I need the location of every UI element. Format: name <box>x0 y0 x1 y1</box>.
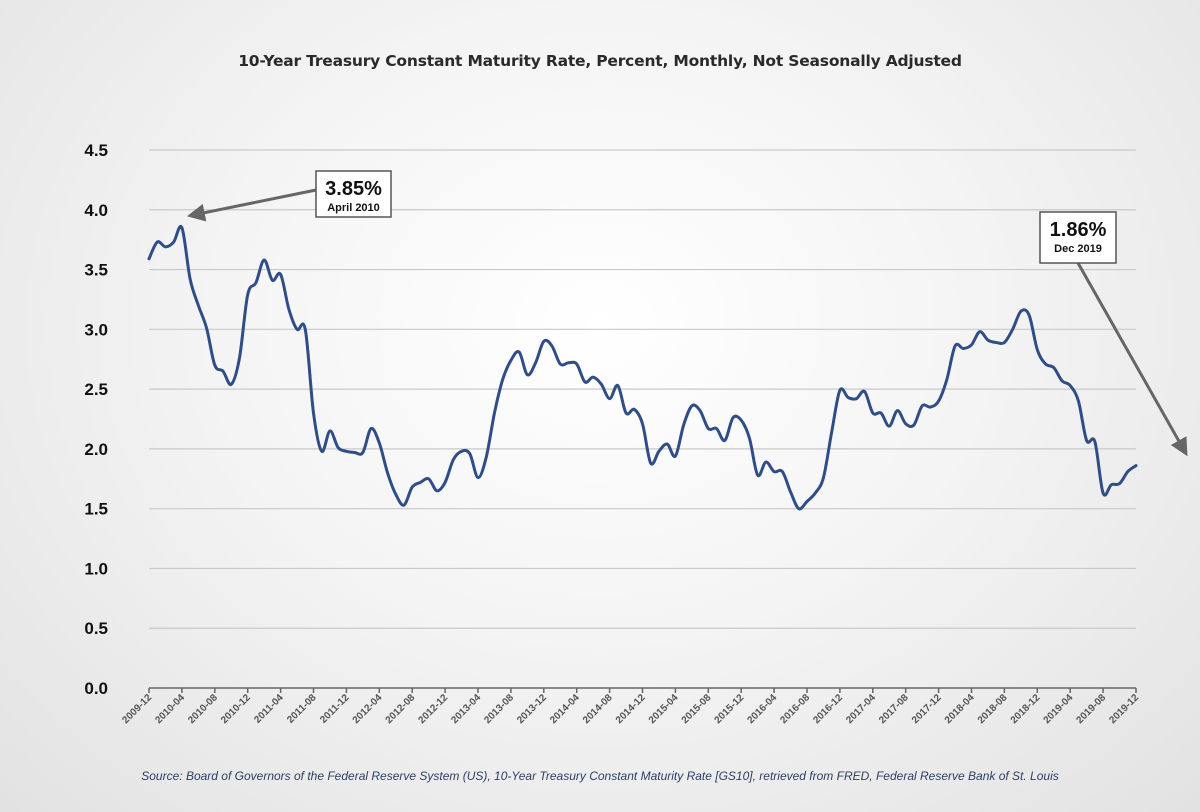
y-tick-label: 0.0 <box>84 679 108 698</box>
x-tick-label: 2009-12 <box>120 692 154 726</box>
y-tick-label: 0.5 <box>84 619 108 638</box>
y-tick-label: 4.0 <box>84 201 108 220</box>
x-tick-label: 2013-04 <box>449 692 483 726</box>
x-tick-label: 2016-04 <box>745 692 779 726</box>
x-tick-label: 2010-08 <box>186 692 220 726</box>
x-tick-label: 2011-12 <box>318 692 352 726</box>
x-tick-label: 2012-08 <box>384 692 418 726</box>
gridlines <box>149 149 1136 629</box>
x-tick-label: 2013-08 <box>482 692 516 726</box>
y-tick-label: 3.0 <box>84 320 108 339</box>
x-tick-label: 2018-04 <box>943 692 977 726</box>
series-layer <box>147 224 1138 511</box>
annotation-value: 1.86% <box>1050 219 1107 241</box>
x-tick-label: 2011-04 <box>252 692 286 726</box>
annotation-date: April 2010 <box>327 202 380 214</box>
source-note: Source: Board of Governors of the Federa… <box>141 769 1059 783</box>
y-tick-label: 3.5 <box>84 261 108 280</box>
x-tick-label: 2015-08 <box>680 692 714 726</box>
x-tick-label: 2015-12 <box>713 692 747 726</box>
series-line-gs10 <box>147 224 1138 511</box>
y-tick-label: 2.0 <box>84 440 108 459</box>
x-tick-label: 2014-04 <box>548 692 582 726</box>
y-tick-label: 1.0 <box>84 559 108 578</box>
x-tick-label: 2015-04 <box>647 692 681 726</box>
x-axis-ticks: 2009-12 2010-04 2010-08 2010-12 2011-04 2011-… <box>120 692 1141 726</box>
x-tick-label: 2010-12 <box>219 692 253 726</box>
x-tick-label: 2016-08 <box>778 692 812 726</box>
x-tick-label: 2017-04 <box>844 692 878 726</box>
annotation-arrow <box>1076 262 1188 457</box>
chart-title: 10-Year Treasury Constant Maturity Rate,… <box>238 52 962 70</box>
y-tick-label: 4.5 <box>84 141 108 160</box>
x-tick-label: 2016-12 <box>811 692 845 726</box>
x-tick-label: 2012-12 <box>416 692 450 726</box>
annotation-box <box>1039 211 1117 264</box>
annotation-arrow <box>186 188 317 222</box>
annotations: 3.85% April 2010 1.86% Dec 2019 <box>186 170 1188 457</box>
x-tick-label: 2019-08 <box>1074 692 1108 726</box>
annotation-date: Dec 2019 <box>1054 243 1102 255</box>
x-tick-label: 2012-04 <box>351 692 385 726</box>
x-tick-label: 2014-08 <box>581 692 615 726</box>
x-tick-label: 2019-12 <box>1107 692 1141 726</box>
annotation-value: 3.85% <box>325 178 382 200</box>
y-axis-ticks: 0.0 0.5 1.0 1.5 2.0 2.5 3.0 3.5 4.0 4.5 <box>84 141 108 698</box>
x-tick-label: 2018-08 <box>976 692 1010 726</box>
y-tick-label: 2.5 <box>84 380 108 399</box>
annotation-box <box>315 170 392 218</box>
x-tick-label: 2019-04 <box>1042 692 1076 726</box>
x-axis <box>148 687 1137 693</box>
x-tick-label: 2014-12 <box>614 692 648 726</box>
x-tick-label: 2010-04 <box>153 692 187 726</box>
x-tick-label: 2017-08 <box>877 692 911 726</box>
x-tick-label: 2018-12 <box>1009 692 1043 726</box>
x-tick-label: 2017-12 <box>910 692 944 726</box>
x-tick-label: 2013-12 <box>515 692 549 726</box>
x-tick-label: 2011-08 <box>285 692 319 726</box>
y-tick-label: 1.5 <box>84 500 108 519</box>
